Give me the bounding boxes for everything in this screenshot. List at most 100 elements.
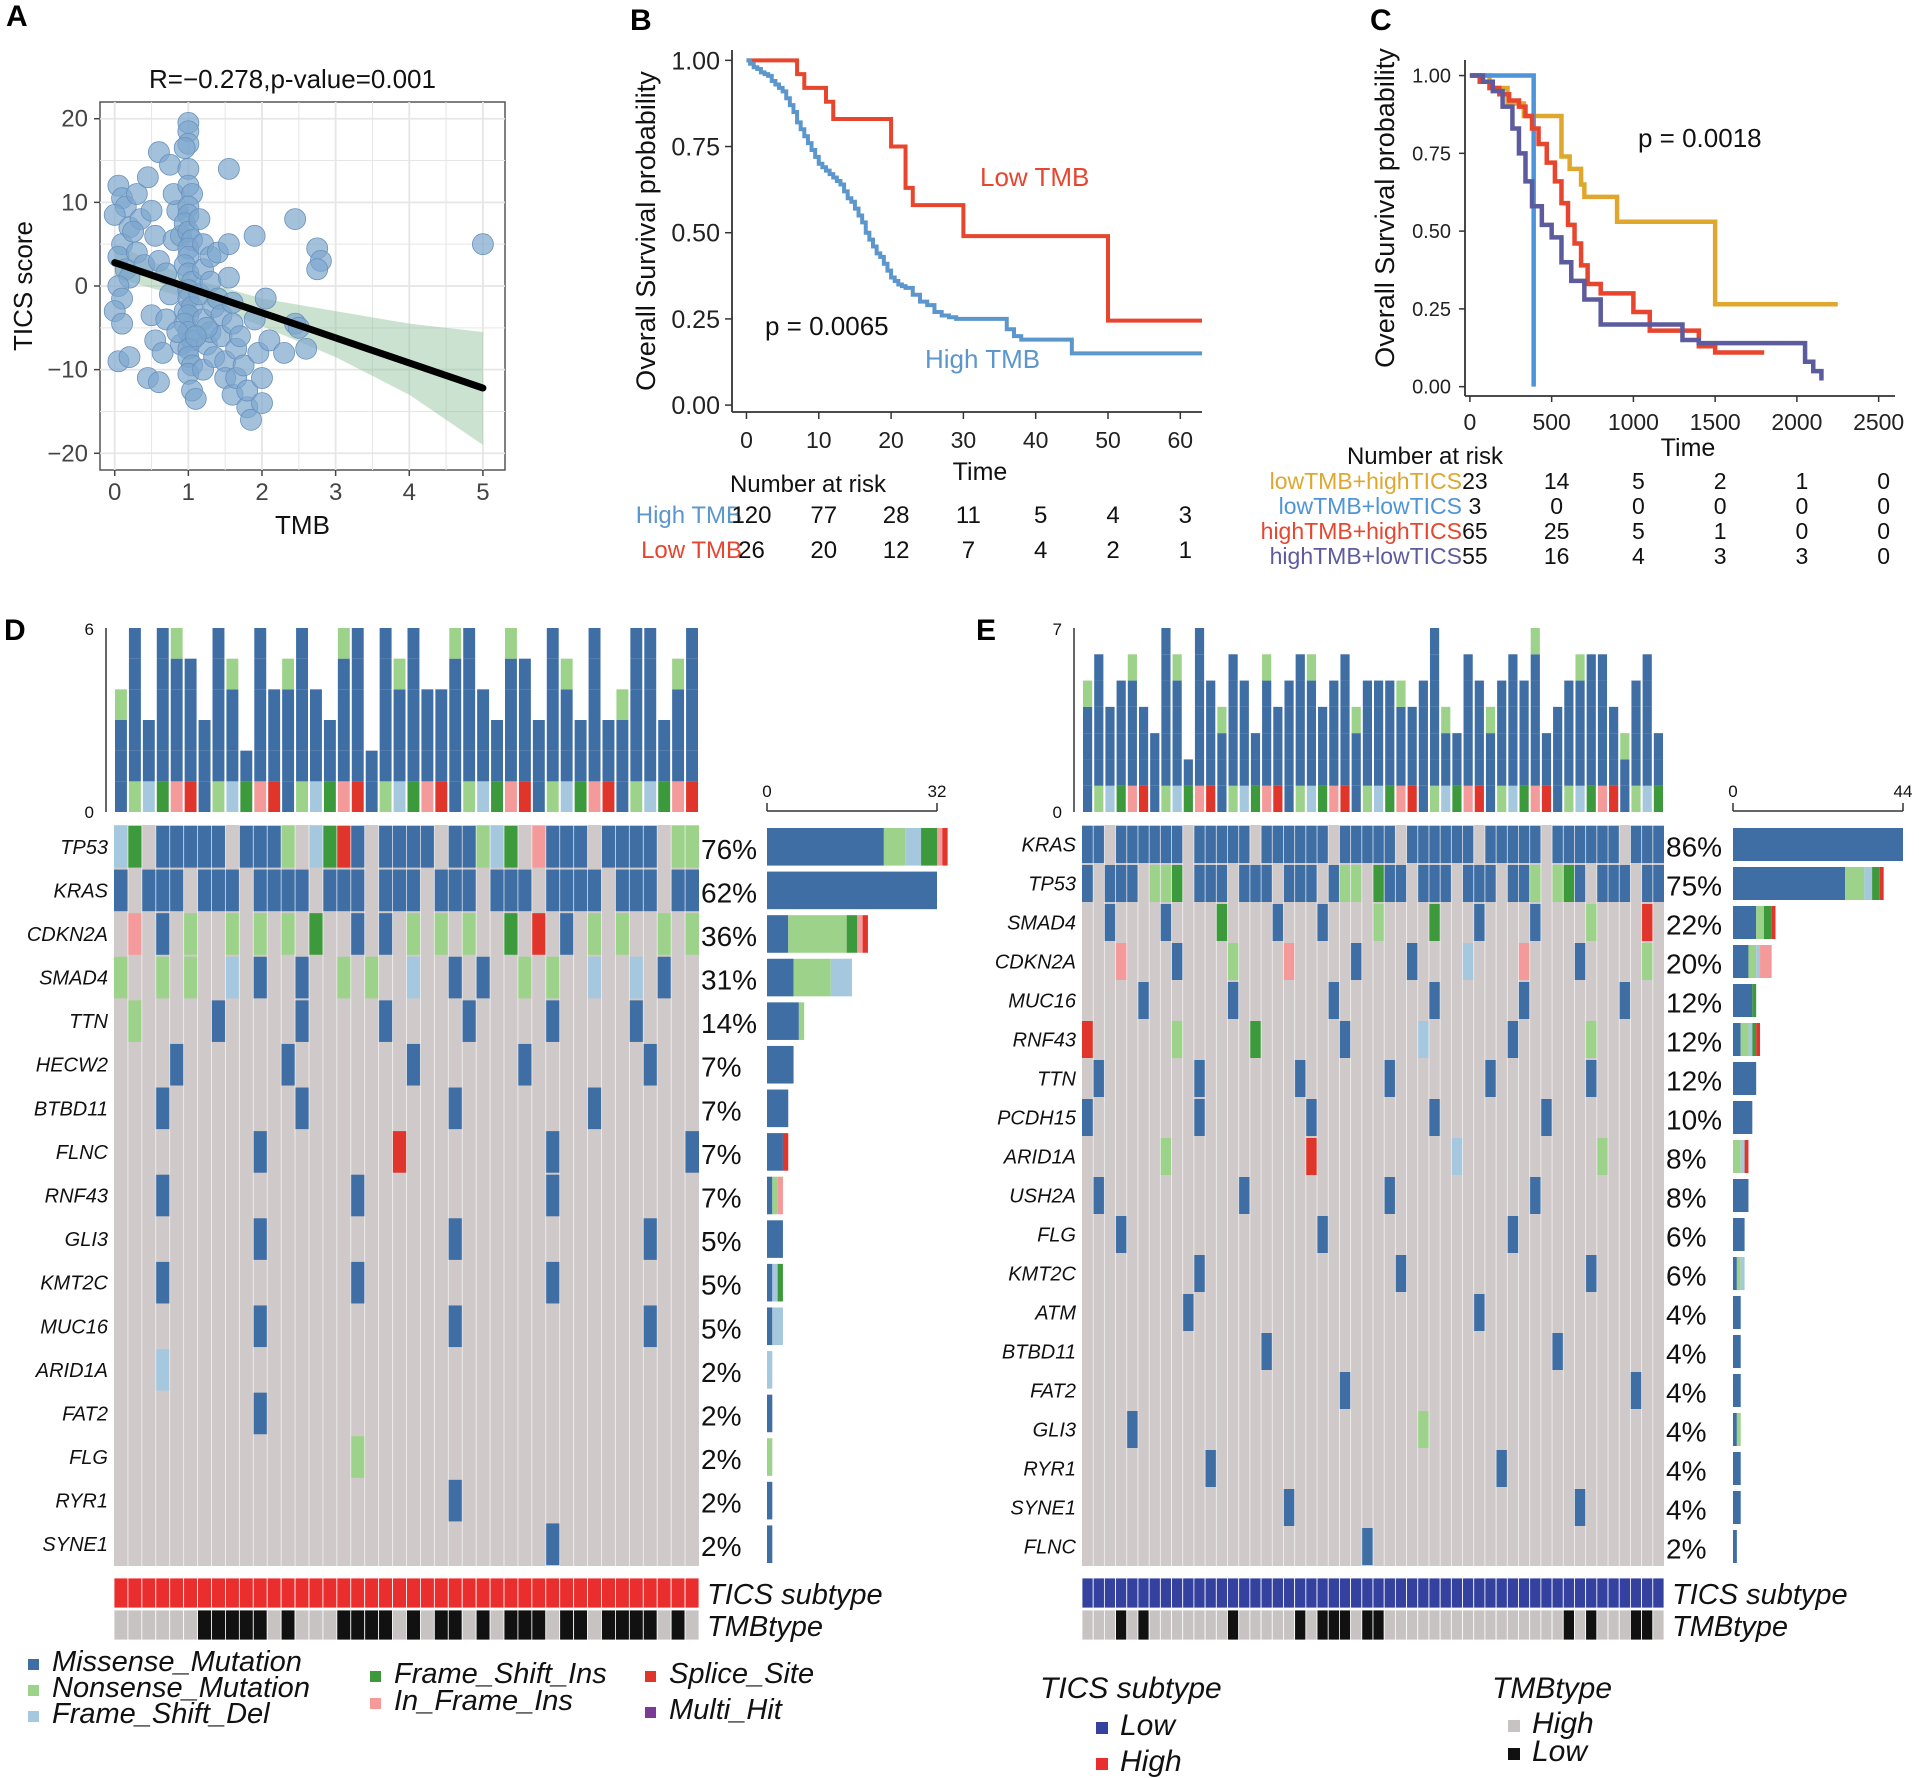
tmb-bar-segment [1116, 680, 1126, 707]
risk-row-label: High TMB [636, 502, 742, 529]
tmb-bar-segment [644, 750, 657, 782]
tics-cell [1182, 1577, 1195, 1609]
risk-value: 3 [1796, 543, 1809, 569]
tmb-bar-segment [1172, 654, 1182, 681]
gene-bar-segment [1733, 1530, 1737, 1563]
gene-bar-segment [1763, 906, 1772, 939]
tmb-cell [587, 1609, 602, 1641]
scatter-point [188, 208, 211, 230]
tics-cell [197, 1577, 212, 1609]
tmb-bar-segment [156, 658, 169, 690]
tmb-bar-segment [226, 750, 239, 782]
gene-bar-segment [767, 1307, 773, 1346]
risk-value: 1 [1714, 518, 1727, 544]
legend-swatch [1508, 1720, 1520, 1732]
tics-cell [141, 1577, 157, 1609]
tmb-bar-segment [1463, 680, 1473, 707]
gene-bar-segment [1879, 867, 1884, 900]
tmb-bar-segment [226, 658, 239, 690]
tmb-bar-segment [1418, 680, 1428, 707]
mutation-cell [392, 826, 407, 868]
tmb-bar-segment [1172, 706, 1182, 734]
mutation-cell [295, 956, 309, 999]
tmb-bar-segment [449, 689, 462, 720]
tmb-bar-segment [226, 720, 239, 751]
mutation-cell [1249, 865, 1262, 902]
mutation-cell [1373, 904, 1385, 941]
risk-value: 0 [1877, 493, 1890, 519]
tmb-bar-segment [393, 689, 406, 720]
mutation-cell [517, 956, 532, 999]
tmb-bar-segment [560, 720, 573, 751]
tmb-bar-segment [1306, 733, 1317, 760]
gene-percent: 8% [1666, 1144, 1706, 1175]
mutation-cell [434, 869, 449, 912]
mutation-cell [1227, 943, 1239, 980]
gene-label: FLG [69, 1447, 108, 1469]
tmb-bar-segment [1541, 759, 1552, 786]
mutation-cell [253, 826, 268, 868]
tmb-bar-segment [588, 658, 601, 690]
mutation-cell [1305, 1138, 1318, 1175]
risk-row-label: lowTMB+lowTICS [1279, 493, 1462, 519]
mutation-cell [1496, 1450, 1508, 1487]
tmb-bar-segment [1396, 706, 1406, 734]
tmb-cell [155, 1609, 171, 1641]
top-axis-min: 0 [1053, 803, 1062, 822]
mutation-cell [657, 956, 672, 999]
gene-percent: 7% [701, 1183, 741, 1214]
tmb-bar-segment [337, 750, 350, 782]
gene-bar-segment [767, 1133, 783, 1171]
gene-bar-segment [1736, 1413, 1741, 1446]
tmb-bar-segment [1497, 733, 1507, 760]
mutation-cell [1552, 1333, 1564, 1370]
scatter-point [236, 379, 259, 402]
tmb-bar-segment [1284, 759, 1294, 786]
mutation-cell [295, 869, 309, 912]
tics-cell [684, 1577, 700, 1609]
mutation-cell [643, 869, 658, 912]
mutation-cell [1428, 865, 1441, 902]
tmb-bar-segment [1653, 759, 1663, 786]
tmb-bar-segment [156, 628, 169, 659]
scatter-point [217, 233, 240, 256]
mutation-cell [1641, 865, 1653, 902]
tics-cell [1473, 1577, 1486, 1609]
mutation-cell [378, 913, 393, 955]
tmb-bar-segment [630, 750, 643, 782]
tmb-bar-segment [644, 689, 657, 720]
mutation-cell [517, 869, 532, 912]
tics-cell [531, 1577, 547, 1609]
tmb-bar-segment [337, 628, 350, 659]
tmb-cell [197, 1609, 212, 1641]
gene-label: SYNE1 [1010, 1498, 1076, 1520]
gene-label: ARID1A [35, 1360, 108, 1382]
gene-bar-segment [921, 828, 937, 866]
y-tick-label: 1.00 [1412, 66, 1451, 88]
legend-label: High [1532, 1707, 1594, 1740]
mutation-cell [629, 826, 644, 868]
tics-cell [1193, 1577, 1206, 1609]
gene-percent: 76% [701, 834, 757, 865]
tmb-bar-segment [170, 658, 183, 690]
scatter-point [284, 208, 307, 230]
tmb-cell [141, 1609, 157, 1641]
tmb-bar-segment [1306, 759, 1317, 786]
gene-bar-segment [1733, 1218, 1745, 1251]
tmb-bar-segment [1452, 785, 1462, 812]
tmb-bar-segment [1485, 733, 1496, 760]
panel-b: 0.00 0.25 0.50 0.75 1.00 0 10 20 30 40 50 60 Low TMB… [631, 47, 1202, 564]
scatter-point [173, 137, 196, 159]
tics-cell [322, 1577, 338, 1609]
tmb-bar-segment [170, 720, 183, 751]
tmb-bar-segment [1206, 680, 1216, 707]
tmb-bar-segment [1407, 759, 1417, 786]
mutation-cell [336, 956, 351, 999]
tmb-bar-segment [379, 689, 392, 720]
tmb-bar-segment [1429, 706, 1440, 734]
mutation-cell [462, 913, 477, 955]
tmb-bar-segment [1575, 733, 1585, 760]
tics-cell [1462, 1577, 1475, 1609]
mutation-cell [1294, 826, 1306, 863]
tmb-bar-segment [1374, 680, 1384, 707]
